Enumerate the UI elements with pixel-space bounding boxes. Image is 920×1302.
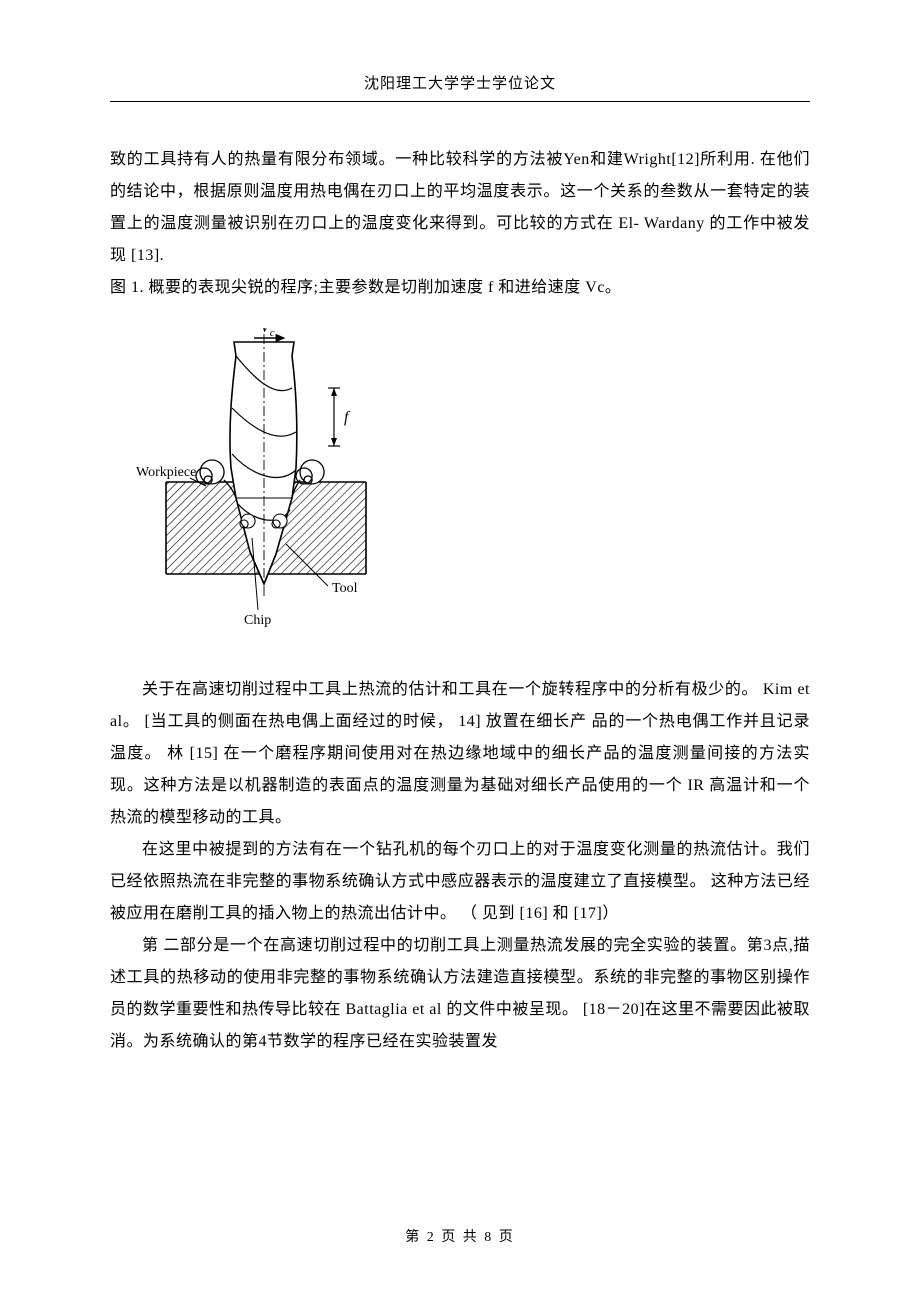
chip-inner-right xyxy=(272,514,287,528)
page-footer: 第 2 页 共 8 页 xyxy=(0,1226,920,1246)
header-title: 沈阳理工大学学士学位论文 xyxy=(364,76,556,92)
paragraph-4: 第 二部分是一个在高速切削过程中的切削工具上测量热流发展的完全实验的装置。第3点… xyxy=(110,930,810,1058)
f-arrow-bot xyxy=(331,438,337,446)
workpiece-label: Workpiece xyxy=(136,465,196,480)
figure-1: Vc f Workpiece Tool Chip xyxy=(136,328,810,638)
page-number: 第 2 页 共 8 页 xyxy=(405,1230,515,1245)
page-header: 沈阳理工大学学士学位论文 xyxy=(110,72,810,102)
f-label: f xyxy=(344,409,351,426)
chip-inner-left xyxy=(240,514,255,528)
drilling-diagram: Vc f Workpiece Tool Chip xyxy=(136,328,396,638)
paragraph-1: 致的工具持有人的热量有限分布领域。一种比较科学的方法被Yen和建Wright[1… xyxy=(110,144,810,272)
f-arrow-top xyxy=(331,388,337,396)
chip-label: Chip xyxy=(244,613,271,628)
tool-label: Tool xyxy=(332,581,358,596)
paragraph-3: 在这里中被提到的方法有在一个钻孔机的每个刃口上的对于温度变化测量的热流估计。我们… xyxy=(110,834,810,930)
figure-caption: 图 1. 概要的表现尖锐的程序;主要参数是切削加速度 f 和进给速度 Vc。 xyxy=(110,272,810,304)
paragraph-2: 关于在高速切削过程中工具上热流的估计和工具在一个旋转程序中的分析有极少的。 Ki… xyxy=(110,674,810,834)
